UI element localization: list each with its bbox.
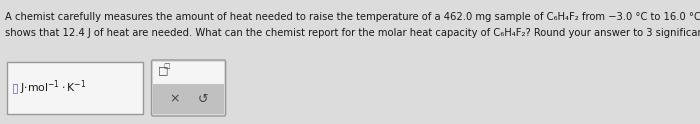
Text: ×: × bbox=[169, 93, 179, 106]
Text: ↺: ↺ bbox=[197, 93, 208, 106]
FancyBboxPatch shape bbox=[153, 84, 224, 114]
Text: □: □ bbox=[158, 65, 169, 75]
FancyBboxPatch shape bbox=[6, 62, 143, 114]
Text: A chemist carefully measures the amount of heat needed to raise the temperature : A chemist carefully measures the amount … bbox=[5, 12, 700, 22]
Text: □: □ bbox=[164, 63, 171, 69]
Text: J$\cdot$mol$^{-1}\cdot$K$^{-1}$: J$\cdot$mol$^{-1}\cdot$K$^{-1}$ bbox=[20, 79, 86, 97]
Text: shows that 12.4 J of heat are needed. What can the chemist report for the molar : shows that 12.4 J of heat are needed. Wh… bbox=[5, 28, 700, 38]
Text: ▯: ▯ bbox=[12, 81, 19, 94]
FancyBboxPatch shape bbox=[153, 62, 224, 84]
